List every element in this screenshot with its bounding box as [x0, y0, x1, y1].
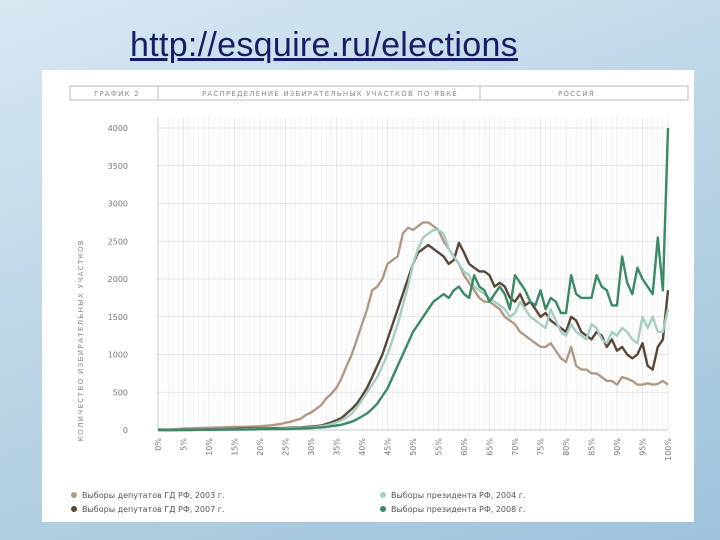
x-tick-label: 45% — [384, 438, 393, 456]
x-tick-label: 65% — [486, 438, 495, 456]
x-tick-label: 60% — [460, 438, 469, 456]
x-tick-label: 0% — [154, 438, 163, 451]
x-tick-label: 80% — [562, 438, 571, 456]
legend-marker-2008 — [380, 506, 386, 512]
x-tick-label: 35% — [333, 438, 342, 456]
grid — [157, 118, 669, 431]
x-tick-label: 55% — [435, 438, 444, 456]
x-tick-label: 90% — [613, 438, 622, 456]
series-lines — [157, 127, 670, 432]
x-tick-label: 10% — [205, 438, 214, 456]
x-tick-label: 100% — [664, 438, 673, 461]
y-tick-labels: 0 500 1000 1500 2000 2500 3000 3500 4000 — [108, 124, 128, 435]
y-tick-label: 2000 — [108, 275, 128, 284]
legend-marker-2003 — [71, 492, 77, 498]
series-line-0 — [157, 221, 669, 431]
y-tick-label: 0 — [123, 426, 128, 435]
header-left-label: ГРАФИК 2 — [94, 90, 140, 98]
y-tick-label: 1500 — [108, 313, 128, 322]
legend-label-2003: Выборы депутатов ГД РФ, 2003 г. — [82, 491, 224, 500]
header-center-label: РАСПРЕДЕЛЕНИЕ ИЗБИРАТЕЛЬНЫХ УЧАСТКОВ ПО … — [202, 90, 458, 98]
legend-label-2008: Выборы президента РФ, 2008 г. — [391, 505, 526, 514]
legend: Выборы депутатов ГД РФ, 2003 г. Выборы д… — [71, 491, 526, 514]
turnout-distribution-chart: ГРАФИК 2 РАСПРЕДЕЛЕНИЕ ИЗБИРАТЕЛЬНЫХ УЧА… — [69, 85, 689, 514]
x-tick-label: 70% — [511, 438, 520, 456]
x-tick-label: 75% — [537, 438, 546, 456]
y-tick-label: 1000 — [108, 351, 128, 360]
y-tick-label: 3000 — [108, 200, 128, 209]
y-tick-label: 4000 — [108, 124, 128, 133]
legend-marker-2004 — [380, 492, 386, 498]
x-tick-label: 20% — [256, 438, 265, 456]
y-tick-label: 2500 — [108, 237, 128, 246]
x-tick-label: 30% — [307, 438, 316, 456]
x-tick-label: 25% — [282, 438, 291, 456]
y-tick-label: 3500 — [108, 162, 128, 171]
series-line-3 — [158, 127, 670, 432]
x-tick-label: 95% — [639, 438, 648, 456]
y-axis-label: КОЛИЧЕСТВО ИЗБИРАТЕЛЬНЫХ УЧАСТКОВ — [77, 239, 85, 441]
x-tick-labels: 0% 5% 10% 15% 20% 25% 30% 35% 40% 45% 50% 55% 60% 65%… — [154, 438, 673, 461]
x-tick-label: 40% — [358, 438, 367, 456]
x-tick-label: 15% — [231, 438, 240, 456]
header-bar — [69, 85, 689, 101]
chart-panel: ГРАФИК 2 РАСПРЕДЕЛЕНИЕ ИЗБИРАТЕЛЬНЫХ УЧА… — [42, 70, 694, 522]
y-tick-label: 500 — [113, 388, 128, 397]
legend-marker-2007 — [71, 506, 77, 512]
legend-label-2007: Выборы депутатов ГД РФ, 2007 г. — [82, 505, 224, 514]
legend-label-2004: Выборы президента РФ, 2004 г. — [391, 491, 526, 500]
x-tick-label: 5% — [180, 438, 189, 451]
slide-url-link[interactable]: http://esquire.ru/elections — [130, 26, 518, 64]
header-right-label: РОССИЯ — [558, 90, 595, 98]
x-tick-label: 50% — [409, 438, 418, 456]
x-tick-label: 85% — [588, 438, 597, 456]
